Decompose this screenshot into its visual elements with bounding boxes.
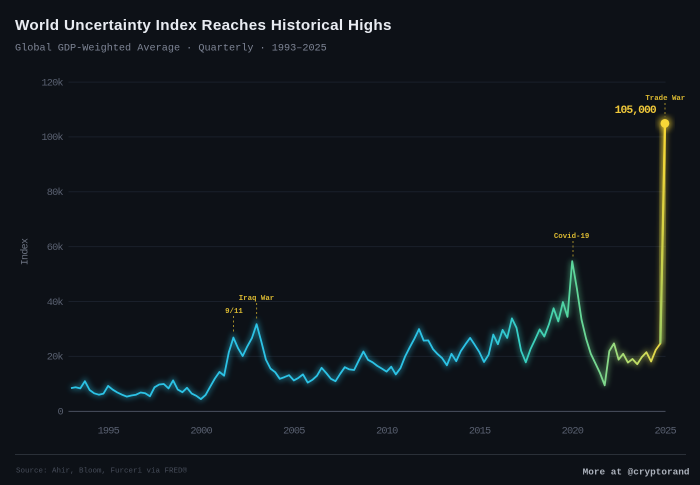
svg-text:0: 0	[57, 407, 63, 419]
svg-text:Global GDP-Weighted Average ·: Global GDP-Weighted Average · Quarterly …	[15, 42, 327, 54]
svg-text:2015: 2015	[469, 426, 491, 438]
svg-text:100k: 100k	[41, 132, 63, 144]
svg-text:105,000: 105,000	[615, 105, 657, 117]
svg-text:Covid-19: Covid-19	[554, 233, 589, 241]
svg-text:More at @cryptorand: More at @cryptorand	[583, 466, 690, 477]
svg-text:2025: 2025	[654, 426, 676, 438]
svg-text:2010: 2010	[376, 426, 398, 438]
svg-text:2000: 2000	[190, 426, 212, 438]
svg-text:80k: 80k	[47, 187, 64, 199]
svg-text:Source: Ahir, Bloom, Furceri v: Source: Ahir, Bloom, Furceri via FRED®	[16, 467, 188, 476]
svg-text:9/11: 9/11	[225, 308, 243, 316]
svg-text:1995: 1995	[98, 426, 120, 438]
svg-text:120k: 120k	[41, 77, 63, 89]
svg-text:2005: 2005	[283, 426, 305, 438]
svg-text:20k: 20k	[47, 352, 64, 364]
svg-text:World Uncertainty Index Reache: World Uncertainty Index Reaches Historic…	[15, 17, 392, 34]
svg-text:60k: 60k	[47, 242, 64, 254]
svg-text:Index: Index	[20, 238, 32, 265]
svg-text:Trade War: Trade War	[645, 95, 685, 103]
svg-text:40k: 40k	[47, 297, 64, 309]
svg-text:Iraq War: Iraq War	[239, 295, 274, 303]
svg-text:2020: 2020	[562, 426, 584, 438]
